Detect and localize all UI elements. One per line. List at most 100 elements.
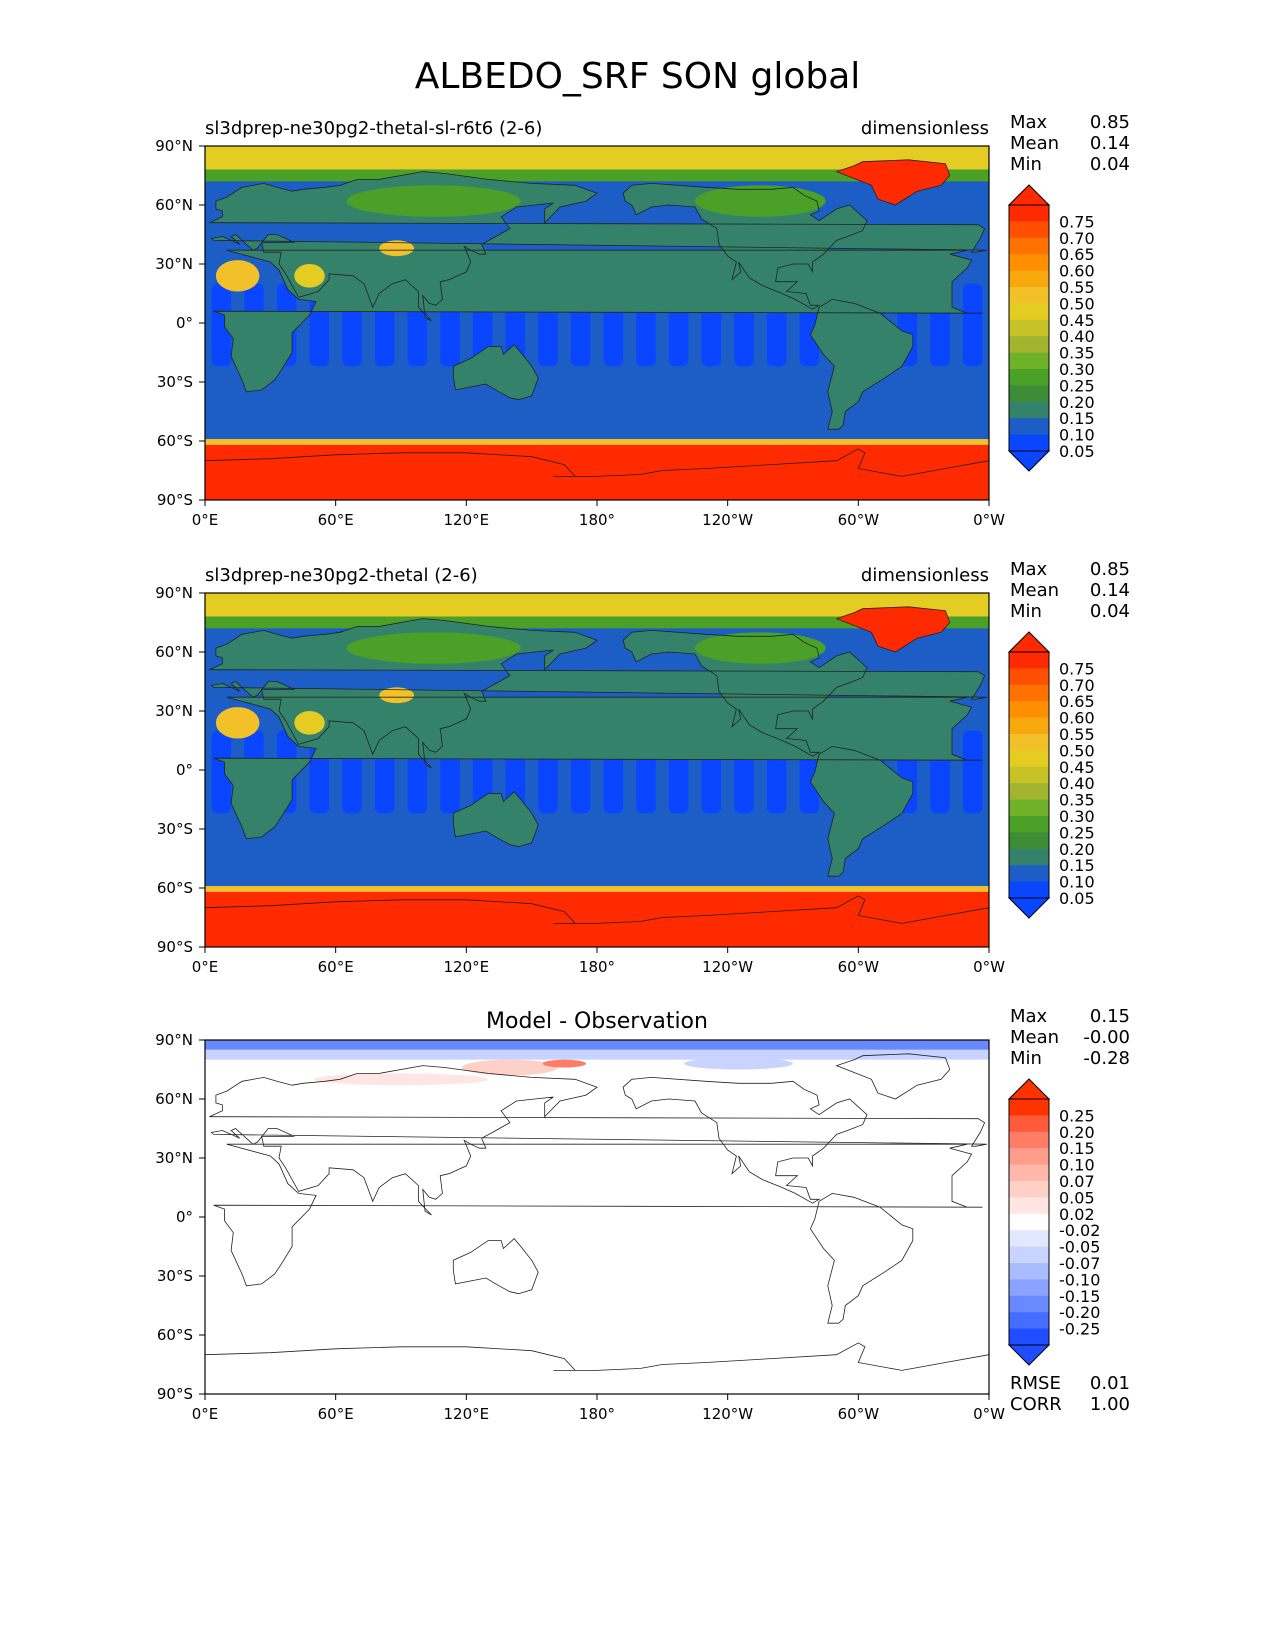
sahara-high-albedo xyxy=(215,260,260,292)
colorbar-label: 0.50 xyxy=(1059,294,1095,313)
stat-label: Mean xyxy=(1010,580,1059,601)
coastline-southamerica xyxy=(809,298,914,430)
tibet-high-albedo xyxy=(379,687,415,704)
colorbar-outline xyxy=(1008,204,1050,452)
colorbar-swatch xyxy=(1009,270,1049,288)
colorbar-label: 0.50 xyxy=(1059,741,1095,760)
siberia-snow xyxy=(346,632,521,664)
southern-ice-edge xyxy=(205,439,989,445)
x-tick-label: 60°E xyxy=(318,958,354,976)
colorbar-swatch xyxy=(1009,848,1049,866)
coastline-australia xyxy=(452,344,539,401)
colorbar-swatch xyxy=(1009,369,1049,386)
colorbar: 0.750.700.650.600.550.500.450.400.350.30… xyxy=(1007,184,1095,472)
colorbar-label: 0.70 xyxy=(1059,676,1095,695)
coastline-antarctica xyxy=(204,1342,990,1371)
colorbar-swatch xyxy=(1009,1181,1049,1198)
colorbar-swatch xyxy=(1009,1213,1049,1231)
greenland-ice xyxy=(836,159,950,205)
diff-background xyxy=(205,1040,989,1394)
colorbar-swatch xyxy=(1009,799,1049,817)
colorbar: 0.250.200.150.100.070.050.02-0.02-0.05-0… xyxy=(1007,1078,1100,1366)
colorbar-extend-min xyxy=(1007,897,1051,919)
stat-value: 0.15 xyxy=(1090,1006,1130,1027)
y-tick-label: 90°S xyxy=(157,491,193,509)
colorbar-label: 0.20 xyxy=(1059,840,1095,859)
colorbar-label: 0.10 xyxy=(1059,873,1095,892)
y-tick-label: 30°N xyxy=(155,1149,193,1167)
arctic-band xyxy=(205,146,989,170)
x-tick-label: 120°W xyxy=(702,511,753,529)
greenland-ice xyxy=(836,606,950,652)
colorbar-extend-max xyxy=(1007,184,1051,206)
arctic-margin xyxy=(205,616,989,629)
units-label: dimensionless xyxy=(861,565,989,586)
arabia-high-albedo xyxy=(294,264,325,288)
stat-value: 0.85 xyxy=(1090,112,1130,133)
land-southamerica xyxy=(810,746,913,877)
x-tick-label: 120°W xyxy=(702,1405,753,1423)
colorbar-label: 0.45 xyxy=(1059,758,1095,777)
colorbar-swatch xyxy=(1009,336,1049,354)
coastline-africa xyxy=(213,249,983,393)
sahara-high-albedo xyxy=(215,707,260,739)
colorbar-label: 0.10 xyxy=(1059,1156,1095,1175)
colorbar-label: -0.25 xyxy=(1059,1320,1100,1339)
colorbar-swatch xyxy=(1009,816,1049,833)
tibet-high-albedo xyxy=(379,240,415,257)
x-tick-label: 0°W xyxy=(973,511,1005,529)
colorbar-swatch xyxy=(1009,352,1049,370)
stat-value: 0.14 xyxy=(1090,133,1130,154)
y-tick-label: 60°N xyxy=(155,196,193,214)
land-northamerica xyxy=(623,630,867,757)
colorbar-label: 0.30 xyxy=(1059,360,1095,379)
colorbar-label: -0.05 xyxy=(1059,1238,1100,1257)
diff-arctic-negative xyxy=(205,1040,989,1050)
y-tick-label: 90°S xyxy=(157,1385,193,1403)
colorbar-swatch xyxy=(1009,1263,1049,1280)
coastline-southamerica xyxy=(809,745,914,877)
land-northamerica xyxy=(623,183,867,310)
coastline-southamerica xyxy=(809,1192,914,1324)
colorbar-swatch xyxy=(1009,401,1049,419)
colorbar-swatch xyxy=(1009,1295,1049,1313)
y-tick-label: 30°N xyxy=(155,702,193,720)
diff-positive-max xyxy=(542,1059,587,1068)
colorbar-swatch xyxy=(1009,701,1049,719)
colorbar-swatch xyxy=(1009,1099,1049,1116)
colorbar-swatch xyxy=(1009,1328,1049,1346)
coastline-australia xyxy=(452,791,539,848)
colorbar-extend-min xyxy=(1007,1344,1051,1366)
stat-value: 0.85 xyxy=(1090,559,1130,580)
colorbar-label: -0.20 xyxy=(1059,1303,1100,1322)
colorbar-swatch xyxy=(1009,303,1049,321)
ocean-stripe xyxy=(211,283,232,367)
colorbar-swatch xyxy=(1009,684,1049,702)
colorbar-label: 0.35 xyxy=(1059,791,1095,810)
footer-stat-value: 0.01 xyxy=(1090,1373,1130,1394)
panel-test-model: 0°E 60°E 120°E 180° 120°W 60°W 0°W 90°N 60°N 30°N… xyxy=(0,100,1275,570)
x-tick-label: 180° xyxy=(579,1405,615,1423)
colorbar-swatch xyxy=(1009,1246,1049,1264)
y-tick-label: 30°N xyxy=(155,255,193,273)
x-tick-label: 60°E xyxy=(318,1405,354,1423)
colorbar-label: 0.20 xyxy=(1059,393,1095,412)
stat-label: Mean xyxy=(1010,1027,1059,1048)
colorbar-extend-min xyxy=(1007,450,1051,472)
colorbar: 0.750.700.650.600.550.500.450.400.350.30… xyxy=(1007,631,1095,919)
colorbar-swatch xyxy=(1009,254,1049,272)
x-tick-label: 120°W xyxy=(702,958,753,976)
colorbar-swatch xyxy=(1009,418,1049,436)
colorbar-swatch xyxy=(1009,750,1049,768)
x-tick-label: 60°W xyxy=(838,511,880,529)
x-tick-label: 60°E xyxy=(318,511,354,529)
antarctic-ice xyxy=(205,444,989,500)
x-tick-label: 180° xyxy=(579,511,615,529)
coastline-antarctica xyxy=(204,448,990,477)
colorbar-outline xyxy=(1008,1098,1050,1346)
figure-title: ALBEDO_SRF SON global xyxy=(414,56,861,97)
colorbar-swatch xyxy=(1009,434,1049,452)
colorbar-label: 0.55 xyxy=(1059,725,1095,744)
colorbar-swatch xyxy=(1009,668,1049,686)
